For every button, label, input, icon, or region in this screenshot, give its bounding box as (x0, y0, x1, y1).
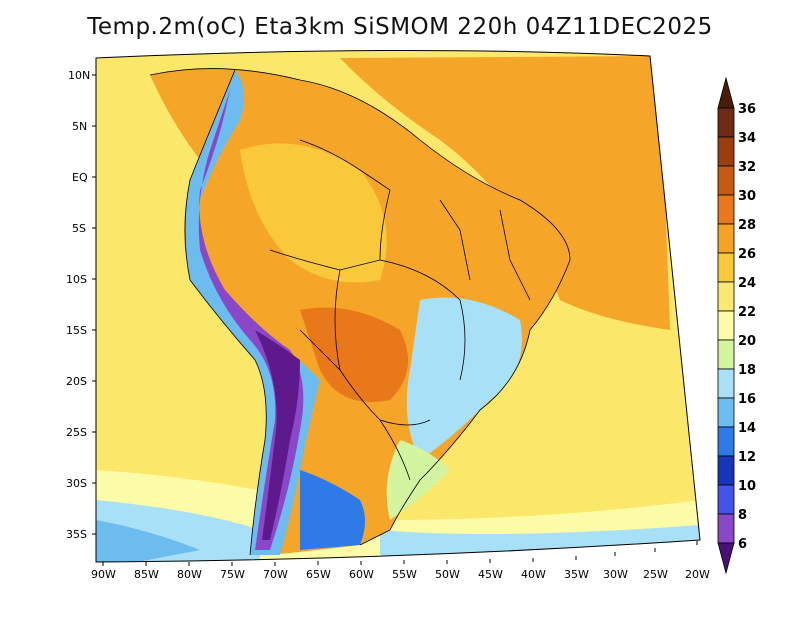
colorbar-swatch (717, 281, 735, 312)
colorbar-label: 26 (738, 247, 756, 262)
colorbar-swatch (717, 397, 735, 428)
latitude-tick-marks (92, 74, 96, 535)
colorbar-label: 28 (738, 218, 756, 233)
colorbar-top-arrow (717, 76, 735, 109)
colorbar-label: 14 (738, 421, 756, 436)
lon-label: 25W (643, 568, 668, 581)
longitude-tick-marks (102, 541, 698, 566)
colorbar-swatch (717, 484, 735, 515)
colorbar-swatch (717, 426, 735, 457)
colorbar-bottom-arrow (717, 542, 735, 575)
colorbar-label: 8 (738, 508, 747, 523)
lat-label: 10S (66, 273, 87, 286)
colorbar-label: 12 (738, 450, 756, 465)
lon-label: 80W (177, 568, 202, 581)
lat-label: 30S (66, 477, 87, 490)
country-borders (149, 68, 571, 556)
colorbar-swatch (717, 136, 735, 167)
colorbar-label: 16 (738, 392, 756, 407)
lon-label: 50W (435, 568, 460, 581)
lat-label: 25S (66, 426, 87, 439)
lat-label: 10N (68, 69, 90, 82)
colorbar-swatch (717, 223, 735, 254)
colorbar-label: 32 (738, 160, 756, 175)
colorbar-swatch (717, 310, 735, 341)
lat-label: 20S (66, 375, 87, 388)
lon-label: 65W (306, 568, 331, 581)
lat-label: 15S (66, 324, 87, 337)
lat-label: 5N (72, 120, 87, 133)
lon-label: 60W (349, 568, 374, 581)
lon-label: 45W (478, 568, 503, 581)
colorbar-swatch (717, 339, 735, 370)
lon-label: 75W (220, 568, 245, 581)
colorbar-label: 22 (738, 305, 756, 320)
lon-label: 70W (263, 568, 288, 581)
lon-label: 35W (564, 568, 589, 581)
lat-label: EQ (72, 171, 88, 184)
map-title: Temp.2m(oC) Eta3km SiSMOM 220h 04Z11DEC2… (87, 14, 713, 40)
colorbar-label: 24 (738, 276, 756, 291)
colorbar-label: 36 (738, 102, 756, 117)
lat-label: 35S (66, 528, 87, 541)
lon-label: 85W (134, 568, 159, 581)
colorbar-label: 6 (738, 537, 747, 552)
colorbar-label: 34 (738, 131, 756, 146)
lon-label: 20W (685, 568, 710, 581)
colorbar-label: 20 (738, 334, 756, 349)
lon-label: 40W (521, 568, 546, 581)
map-frame (95, 49, 701, 563)
lon-label: 55W (392, 568, 417, 581)
colorbar-label: 30 (738, 189, 756, 204)
lon-label: 30W (603, 568, 628, 581)
longitude-axis: 90W 85W 80W 75W 70W 65W 60W 55W 50W 45W … (91, 568, 710, 581)
temperature-field (96, 50, 700, 562)
colorbar-swatch (717, 368, 735, 399)
colorbar-swatch (717, 455, 735, 486)
colorbar-label: 18 (738, 363, 756, 378)
colorbar-swatch (717, 107, 735, 138)
colorbar-swatch (717, 194, 735, 225)
colorbar-swatch (717, 252, 735, 283)
colorbar-label: 10 (738, 479, 756, 494)
lon-label: 90W (91, 568, 116, 581)
colorbar: 36 34 32 30 28 26 24 22 20 18 16 14 12 10 8 6 (717, 76, 756, 575)
latitude-axis: 10N 5N EQ 5S 10S 15S 20S 25S 30S 35S (66, 69, 90, 541)
lat-label: 5S (72, 222, 86, 235)
colorbar-swatch (717, 165, 735, 196)
colorbar-swatch (717, 513, 735, 544)
